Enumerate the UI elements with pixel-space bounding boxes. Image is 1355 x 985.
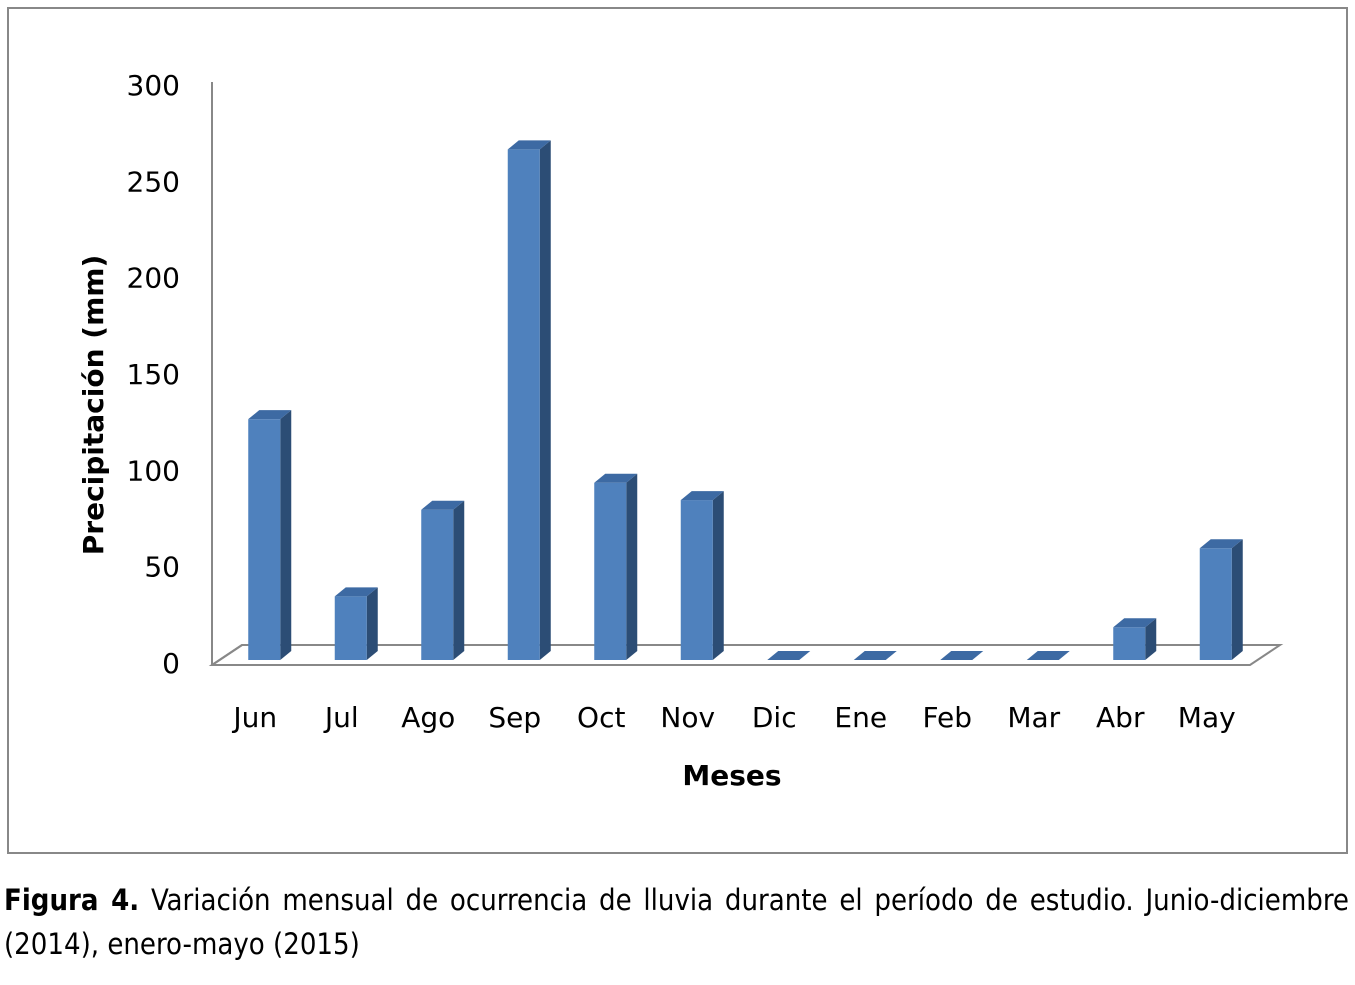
x-axis-title: Meses [682, 759, 781, 792]
bar-top [680, 491, 724, 501]
bar-side [539, 140, 551, 660]
bar [248, 410, 292, 660]
x-tick-label: Feb [922, 701, 972, 734]
bar-top [853, 651, 897, 660]
bar-side [1145, 618, 1157, 660]
x-tick-label: Jul [323, 701, 359, 734]
bar-front [680, 500, 713, 660]
floor-edge [211, 644, 243, 666]
y-tick-label: 150 [127, 358, 180, 391]
y-tick-label: 300 [127, 69, 180, 102]
bar-top [248, 410, 292, 420]
caption: Figura 4. Variación mensual de ocurrenci… [4, 878, 1349, 966]
bar-front [1199, 548, 1232, 660]
x-tick-label: Ene [834, 701, 887, 734]
bar-side [366, 587, 378, 660]
bar-side [712, 491, 724, 660]
bar-front [594, 482, 627, 660]
bar [594, 473, 638, 660]
bar-side [1231, 539, 1243, 660]
bar [334, 587, 378, 660]
bar-front [248, 419, 281, 660]
bar [1113, 618, 1157, 660]
bar-top [767, 651, 811, 660]
x-tick-label: Ago [401, 701, 455, 734]
y-tick-label: 0 [162, 647, 180, 680]
bar-top [507, 140, 551, 150]
x-tick-label: Abr [1096, 701, 1145, 734]
bar [853, 651, 897, 660]
y-axis-title: Precipitación (mm) [77, 255, 110, 556]
bar [507, 140, 551, 660]
bar-top [334, 587, 378, 597]
bar-front [1113, 627, 1146, 660]
bar-front [507, 149, 540, 660]
bar [680, 491, 724, 660]
bar-top [421, 500, 465, 510]
chart-frame [7, 7, 1348, 854]
y-tick-label: 250 [127, 165, 180, 198]
x-tick-label: Jun [231, 701, 277, 734]
bar-top [1199, 539, 1243, 549]
caption-label: Figura 4. [4, 883, 140, 917]
bar-top [594, 473, 638, 483]
bar [940, 651, 984, 660]
x-tick-label: Sep [488, 701, 541, 734]
bar [1026, 651, 1070, 660]
x-tick-label: Nov [660, 701, 715, 734]
bar-top [1026, 651, 1070, 660]
bar-side [280, 410, 292, 660]
y-tick-label: 50 [144, 551, 180, 584]
bar [421, 500, 465, 660]
bar-side [453, 500, 465, 660]
bar [767, 651, 811, 660]
bar-top [940, 651, 984, 660]
chart: Precipitación (mm) Meses 0 50 100 150 200 250… [7, 7, 1348, 854]
bar-front [421, 509, 454, 660]
x-tick-label: May [1178, 701, 1236, 734]
x-tick-label: Mar [1007, 701, 1060, 734]
bar-front [334, 596, 367, 660]
y-tick-label: 200 [127, 262, 180, 295]
y-tick-label: 100 [127, 454, 180, 487]
bar-side [626, 473, 638, 660]
bar [1199, 539, 1243, 660]
x-tick-label: Dic [752, 701, 797, 734]
x-tick-label: Oct [577, 701, 625, 734]
caption-text: Variación mensual de ocurrencia de lluvi… [4, 883, 1349, 961]
bar-top [1113, 618, 1157, 628]
